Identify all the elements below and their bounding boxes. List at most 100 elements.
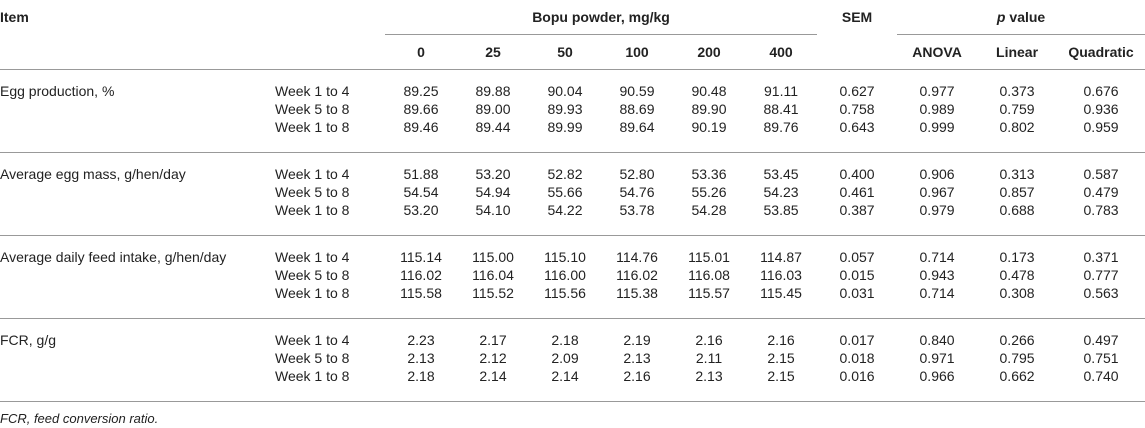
sem-cell: 0.015: [817, 266, 897, 284]
sem-cell: 0.461: [817, 183, 897, 201]
value-cell: 89.88: [457, 70, 529, 101]
value-cell: 89.46: [385, 118, 457, 153]
sem-cell: 0.016: [817, 367, 897, 402]
sem-cell: 0.627: [817, 70, 897, 101]
p-cell: 0.906: [897, 153, 977, 184]
value-cell: 52.82: [529, 153, 601, 184]
value-cell: 54.94: [457, 183, 529, 201]
value-cell: 115.58: [385, 284, 457, 319]
value-cell: 89.76: [745, 118, 817, 153]
p-cell: 0.373: [977, 70, 1057, 101]
p-cell: 0.857: [977, 183, 1057, 201]
item-cell: Average egg mass, g/hen/day: [0, 153, 275, 184]
value-cell: 53.20: [457, 153, 529, 184]
item-cell: [0, 100, 275, 118]
p-cell: 0.977: [897, 70, 977, 101]
period-cell: Week 1 to 8: [275, 201, 385, 236]
dose-header: 25: [457, 35, 529, 70]
p-word: value: [1009, 9, 1045, 25]
value-cell: 54.10: [457, 201, 529, 236]
p-cell: 0.936: [1057, 100, 1145, 118]
sem-cell: 0.057: [817, 236, 897, 267]
value-cell: 89.00: [457, 100, 529, 118]
value-cell: 114.76: [601, 236, 673, 267]
period-cell: Week 1 to 8: [275, 367, 385, 402]
value-cell: 115.52: [457, 284, 529, 319]
value-cell: 88.69: [601, 100, 673, 118]
value-cell: 54.23: [745, 183, 817, 201]
item-cell: FCR, g/g: [0, 319, 275, 350]
p-cell: 0.371: [1057, 236, 1145, 267]
value-cell: 2.13: [601, 349, 673, 367]
value-cell: 2.18: [385, 367, 457, 402]
item-cell: [0, 349, 275, 367]
value-cell: 2.16: [673, 319, 745, 350]
value-cell: 2.09: [529, 349, 601, 367]
value-cell: 89.25: [385, 70, 457, 101]
value-cell: 2.15: [745, 349, 817, 367]
value-cell: 2.16: [745, 319, 817, 350]
header-cell: [817, 35, 897, 70]
p-cell: 0.783: [1057, 201, 1145, 236]
p-cell: 0.478: [977, 266, 1057, 284]
p-cell: 0.313: [977, 153, 1057, 184]
period-cell: Week 1 to 4: [275, 319, 385, 350]
p-cell: 0.587: [1057, 153, 1145, 184]
item-cell: [0, 367, 275, 402]
value-cell: 54.22: [529, 201, 601, 236]
footnote-row: FCR, feed conversion ratio.: [0, 402, 1145, 428]
footnote: FCR, feed conversion ratio.: [0, 402, 1145, 428]
item-cell: Average daily feed intake, g/hen/day: [0, 236, 275, 267]
header-cell: SEM: [817, 0, 897, 35]
value-cell: 115.01: [673, 236, 745, 267]
p-cell: 0.688: [977, 201, 1057, 236]
value-cell: 89.93: [529, 100, 601, 118]
p-symbol: p: [997, 9, 1006, 25]
value-cell: 2.14: [457, 367, 529, 402]
value-cell: 89.99: [529, 118, 601, 153]
p-cell: 0.308: [977, 284, 1057, 319]
period-cell: Week 1 to 4: [275, 236, 385, 267]
item-cell: [0, 284, 275, 319]
value-cell: 54.76: [601, 183, 673, 201]
header-cell: [275, 0, 385, 35]
sem-cell: 0.387: [817, 201, 897, 236]
dose-header: 200: [673, 35, 745, 70]
value-cell: 2.16: [601, 367, 673, 402]
period-cell: Week 1 to 4: [275, 70, 385, 101]
p-cell: 0.795: [977, 349, 1057, 367]
value-cell: 89.44: [457, 118, 529, 153]
p-test-header: Quadratic: [1057, 35, 1145, 70]
value-cell: 2.23: [385, 319, 457, 350]
p-cell: 0.802: [977, 118, 1057, 153]
value-cell: 116.08: [673, 266, 745, 284]
value-cell: 116.03: [745, 266, 817, 284]
header-cell: [0, 35, 275, 70]
p-test-header: Linear: [977, 35, 1057, 70]
sem-cell: 0.400: [817, 153, 897, 184]
period-cell: Week 1 to 8: [275, 284, 385, 319]
value-cell: 2.13: [673, 367, 745, 402]
p-cell: 0.759: [977, 100, 1057, 118]
period-cell: Week 1 to 8: [275, 118, 385, 153]
p-cell: 0.676: [1057, 70, 1145, 101]
item-cell: [0, 183, 275, 201]
value-cell: 115.56: [529, 284, 601, 319]
dose-header: 50: [529, 35, 601, 70]
value-cell: 89.64: [601, 118, 673, 153]
p-cell: 0.966: [897, 367, 977, 402]
p-cell: 0.714: [897, 284, 977, 319]
item-cell: [0, 118, 275, 153]
value-cell: 54.54: [385, 183, 457, 201]
period-cell: Week 5 to 8: [275, 266, 385, 284]
